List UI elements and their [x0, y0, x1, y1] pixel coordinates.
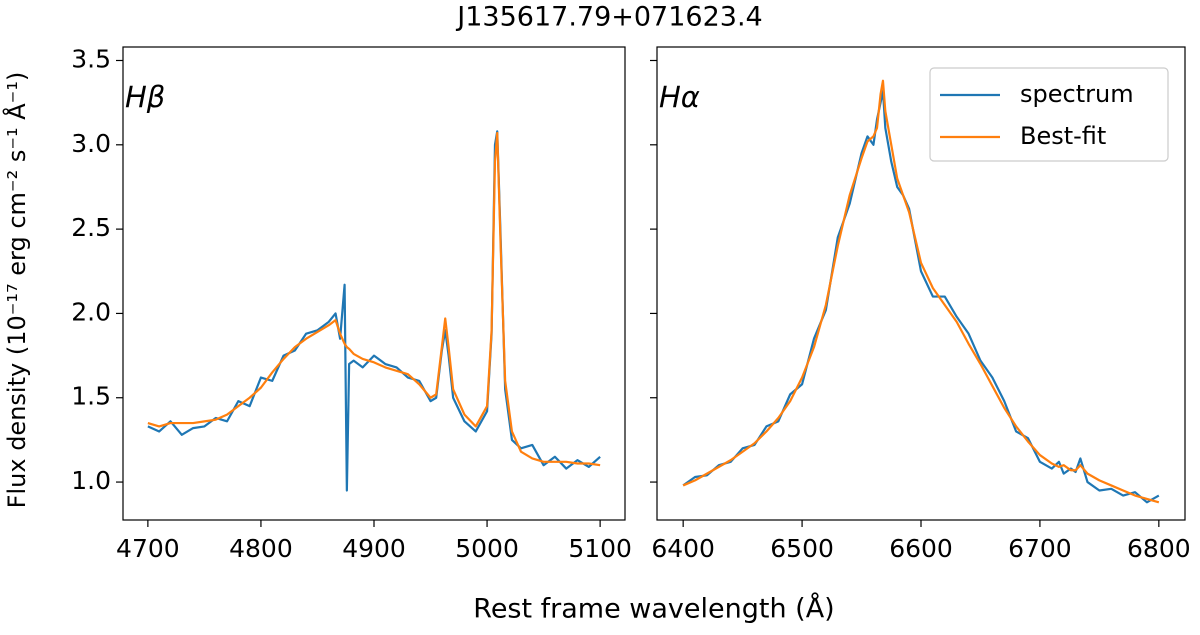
x-tick-label: 4700: [116, 534, 180, 563]
y-tick-label: 1.0: [71, 466, 111, 495]
panel-annotation: Hβ: [125, 80, 165, 114]
figure-title: J135617.79+071623.4: [455, 2, 762, 33]
y-tick-label: 1.5: [71, 382, 111, 411]
y-tick-label: 2.0: [71, 297, 111, 326]
x-tick-label: 6600: [889, 534, 953, 563]
x-tick-label: 6700: [1008, 534, 1072, 563]
y-tick-label: 3.0: [71, 129, 111, 158]
plot-frame: [656, 46, 1186, 521]
series-line: [682, 79, 1160, 504]
y-tick-label: 2.5: [71, 213, 111, 242]
series-line: [147, 131, 601, 467]
plot-frame: [122, 46, 626, 521]
x-tick-label: 4900: [342, 534, 406, 563]
x-tick-label: 6800: [1127, 534, 1191, 563]
x-tick-label: 6500: [770, 534, 834, 563]
y-axis-label: Flux density (10⁻¹⁷ erg cm⁻² s⁻¹ Å⁻¹): [2, 72, 31, 509]
y-tick-label: 3.5: [71, 44, 111, 73]
panel-annotation: Hα: [659, 80, 700, 114]
x-tick-label: 4800: [229, 534, 293, 563]
x-tick-label: 5100: [568, 534, 632, 563]
series-line: [147, 130, 601, 492]
legend-label: spectrum: [1020, 80, 1134, 108]
x-tick-label: 5000: [455, 534, 519, 563]
x-tick-label: 6400: [651, 534, 715, 563]
x-axis-label: Rest frame wavelength (Å): [473, 593, 834, 625]
legend-label: Best-fit: [1020, 122, 1106, 150]
